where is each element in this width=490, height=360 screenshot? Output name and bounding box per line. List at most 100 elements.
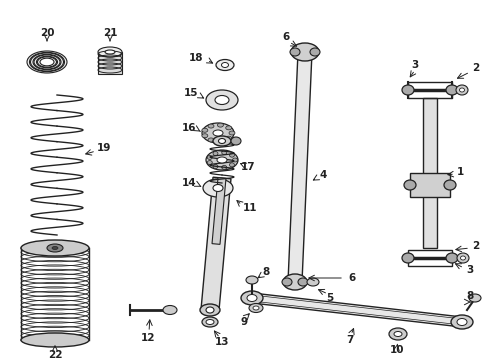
- Ellipse shape: [202, 317, 218, 327]
- Ellipse shape: [34, 55, 60, 69]
- Ellipse shape: [29, 52, 65, 72]
- Ellipse shape: [394, 332, 402, 337]
- Text: 11: 11: [243, 203, 257, 213]
- Ellipse shape: [282, 278, 292, 286]
- Polygon shape: [288, 52, 312, 282]
- Ellipse shape: [389, 328, 407, 340]
- Ellipse shape: [247, 294, 257, 302]
- Ellipse shape: [38, 57, 56, 67]
- Ellipse shape: [456, 85, 468, 95]
- Text: 10: 10: [390, 345, 404, 355]
- Ellipse shape: [226, 126, 232, 130]
- Text: 12: 12: [141, 333, 155, 343]
- Ellipse shape: [232, 158, 238, 162]
- Ellipse shape: [202, 134, 208, 138]
- Ellipse shape: [21, 333, 89, 347]
- Ellipse shape: [461, 256, 465, 260]
- Ellipse shape: [36, 56, 57, 68]
- Ellipse shape: [206, 307, 214, 313]
- Ellipse shape: [217, 157, 227, 163]
- Ellipse shape: [213, 165, 218, 168]
- Ellipse shape: [207, 161, 212, 165]
- Ellipse shape: [221, 63, 228, 68]
- Text: 14: 14: [182, 178, 196, 188]
- Text: 21: 21: [103, 28, 117, 38]
- Ellipse shape: [30, 53, 64, 71]
- Ellipse shape: [402, 85, 414, 95]
- Ellipse shape: [33, 54, 61, 70]
- Text: 9: 9: [241, 317, 247, 327]
- Ellipse shape: [219, 139, 225, 144]
- Text: 2: 2: [472, 241, 480, 251]
- Ellipse shape: [163, 306, 177, 315]
- Text: 16: 16: [182, 123, 196, 133]
- Text: 2: 2: [472, 63, 480, 73]
- Text: 18: 18: [189, 53, 203, 63]
- Ellipse shape: [216, 59, 234, 71]
- Ellipse shape: [218, 123, 223, 127]
- Ellipse shape: [208, 138, 214, 142]
- Ellipse shape: [290, 48, 300, 56]
- Text: 3: 3: [466, 265, 474, 275]
- Ellipse shape: [207, 156, 212, 159]
- Text: 7: 7: [346, 335, 354, 345]
- Text: 1: 1: [456, 167, 464, 177]
- Text: 13: 13: [215, 337, 229, 347]
- Text: 4: 4: [319, 170, 327, 180]
- Ellipse shape: [200, 304, 220, 316]
- Ellipse shape: [222, 150, 227, 154]
- Text: 15: 15: [184, 88, 198, 98]
- Ellipse shape: [52, 247, 58, 249]
- Ellipse shape: [446, 253, 458, 263]
- Polygon shape: [410, 173, 450, 197]
- Ellipse shape: [213, 152, 218, 156]
- Ellipse shape: [208, 124, 214, 128]
- Polygon shape: [201, 177, 231, 311]
- Ellipse shape: [469, 294, 481, 302]
- Text: 6: 6: [348, 273, 356, 283]
- Ellipse shape: [213, 130, 223, 136]
- Text: 20: 20: [40, 28, 54, 38]
- Text: 19: 19: [97, 143, 111, 153]
- Ellipse shape: [253, 306, 259, 310]
- Ellipse shape: [249, 303, 263, 312]
- Ellipse shape: [444, 180, 456, 190]
- Ellipse shape: [202, 128, 208, 132]
- Ellipse shape: [457, 319, 467, 325]
- Text: 6: 6: [282, 32, 290, 42]
- Polygon shape: [423, 98, 437, 248]
- Text: 22: 22: [48, 350, 62, 360]
- Ellipse shape: [215, 95, 229, 104]
- Polygon shape: [212, 177, 226, 244]
- Ellipse shape: [47, 244, 63, 252]
- Ellipse shape: [206, 90, 238, 110]
- Ellipse shape: [310, 48, 320, 56]
- Text: 3: 3: [412, 60, 418, 70]
- Text: 17: 17: [241, 162, 255, 172]
- Text: 5: 5: [326, 293, 334, 303]
- Ellipse shape: [203, 179, 233, 197]
- Ellipse shape: [402, 253, 414, 263]
- Ellipse shape: [222, 165, 227, 170]
- Ellipse shape: [246, 276, 258, 284]
- Ellipse shape: [298, 278, 308, 286]
- Ellipse shape: [460, 88, 465, 92]
- Ellipse shape: [206, 150, 238, 170]
- Ellipse shape: [241, 291, 263, 305]
- Ellipse shape: [213, 136, 231, 146]
- Ellipse shape: [213, 184, 223, 192]
- Ellipse shape: [105, 50, 115, 54]
- Polygon shape: [251, 293, 463, 327]
- Ellipse shape: [446, 85, 458, 95]
- Ellipse shape: [226, 136, 232, 140]
- Ellipse shape: [283, 274, 307, 290]
- Ellipse shape: [291, 43, 319, 61]
- Ellipse shape: [229, 131, 235, 135]
- Text: 8: 8: [466, 291, 474, 301]
- Ellipse shape: [40, 58, 54, 66]
- Ellipse shape: [229, 163, 234, 167]
- Ellipse shape: [98, 47, 122, 57]
- Ellipse shape: [451, 315, 473, 329]
- Ellipse shape: [21, 240, 89, 256]
- Ellipse shape: [231, 137, 241, 145]
